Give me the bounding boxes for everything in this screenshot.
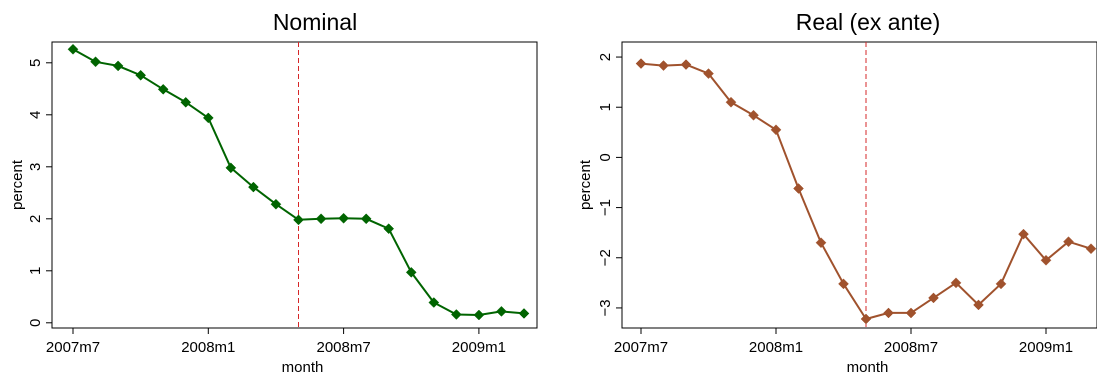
y-axis-label: percent bbox=[577, 159, 594, 210]
data-point bbox=[815, 237, 827, 249]
data-point bbox=[883, 307, 894, 319]
data-point bbox=[860, 313, 872, 325]
y-tick-label: 1 bbox=[27, 267, 44, 275]
data-point bbox=[248, 181, 259, 193]
data-point bbox=[1063, 236, 1074, 248]
data-point bbox=[405, 267, 417, 278]
data-point bbox=[428, 297, 440, 308]
y-tick-label: 4 bbox=[27, 111, 44, 119]
data-point bbox=[1040, 254, 1052, 266]
data-point bbox=[635, 58, 647, 69]
data-point bbox=[703, 68, 714, 79]
x-tick-label: 2007m7 bbox=[614, 339, 668, 356]
data-point bbox=[928, 292, 939, 304]
x-axis-label: month bbox=[282, 359, 324, 376]
data-point bbox=[338, 212, 349, 224]
data-point bbox=[496, 306, 507, 317]
data-point bbox=[157, 83, 169, 95]
x-tick-label: 2009m1 bbox=[1019, 339, 1073, 356]
panel-nominal: Nominal 0 1 2 3 4 5 percent 2007m7 2008m1 2008m7 20… bbox=[9, 9, 538, 376]
data-point bbox=[838, 278, 849, 290]
data-point bbox=[135, 69, 147, 81]
y-axis-label: percent bbox=[9, 159, 26, 210]
data-point bbox=[1018, 228, 1029, 240]
x-tick-label: 2007m7 bbox=[46, 339, 100, 356]
data-point bbox=[950, 277, 962, 289]
panel-real-ex-ante: Real (ex ante) −3 −2 −1 0 1 2 percent 2007m7 2008… bbox=[577, 9, 1097, 376]
y-tick-label: −3 bbox=[597, 299, 614, 316]
chart-title: Nominal bbox=[273, 9, 357, 35]
data-point bbox=[450, 309, 462, 320]
x-tick-label: 2009m1 bbox=[452, 339, 506, 356]
y-tick-label: 5 bbox=[27, 59, 44, 67]
data-point bbox=[658, 60, 669, 71]
x-tick-label: 2008m7 bbox=[884, 339, 938, 356]
data-point bbox=[270, 198, 282, 210]
data-point bbox=[725, 96, 737, 108]
data-point bbox=[518, 308, 530, 319]
data-point bbox=[225, 162, 237, 174]
data-point bbox=[202, 112, 214, 124]
data-point bbox=[770, 124, 782, 136]
x-tick-label: 2008m7 bbox=[316, 339, 370, 356]
data-point bbox=[905, 307, 917, 319]
y-tick-label: 2 bbox=[27, 215, 44, 223]
data-point bbox=[383, 223, 395, 235]
x-tick-label: 2008m1 bbox=[749, 339, 803, 356]
data-point bbox=[793, 183, 804, 194]
data-point bbox=[748, 109, 759, 121]
data-point bbox=[293, 214, 304, 226]
data-point bbox=[112, 60, 124, 72]
plot-frame bbox=[51, 41, 538, 329]
y-tick-label: 3 bbox=[27, 163, 44, 171]
y-tick-label: 0 bbox=[27, 319, 44, 327]
data-point bbox=[180, 96, 192, 108]
data-point bbox=[315, 213, 327, 225]
y-tick-label: 1 bbox=[597, 103, 614, 111]
data-point bbox=[995, 278, 1007, 290]
data-point bbox=[680, 59, 692, 70]
y-tick-label: 2 bbox=[597, 53, 614, 61]
y-tick-label: 0 bbox=[597, 153, 614, 161]
chart-title: Real (ex ante) bbox=[796, 9, 940, 35]
data-point bbox=[67, 43, 79, 55]
x-axis-label: month bbox=[847, 359, 889, 376]
data-point bbox=[90, 56, 101, 68]
plot-frame bbox=[621, 41, 1097, 329]
data-point bbox=[1085, 243, 1097, 255]
y-tick-label: −1 bbox=[597, 199, 614, 216]
data-point bbox=[473, 309, 485, 321]
x-tick-label: 2008m1 bbox=[181, 339, 235, 356]
data-point bbox=[973, 299, 984, 311]
y-tick-label: −2 bbox=[597, 249, 614, 266]
data-point bbox=[360, 213, 372, 225]
